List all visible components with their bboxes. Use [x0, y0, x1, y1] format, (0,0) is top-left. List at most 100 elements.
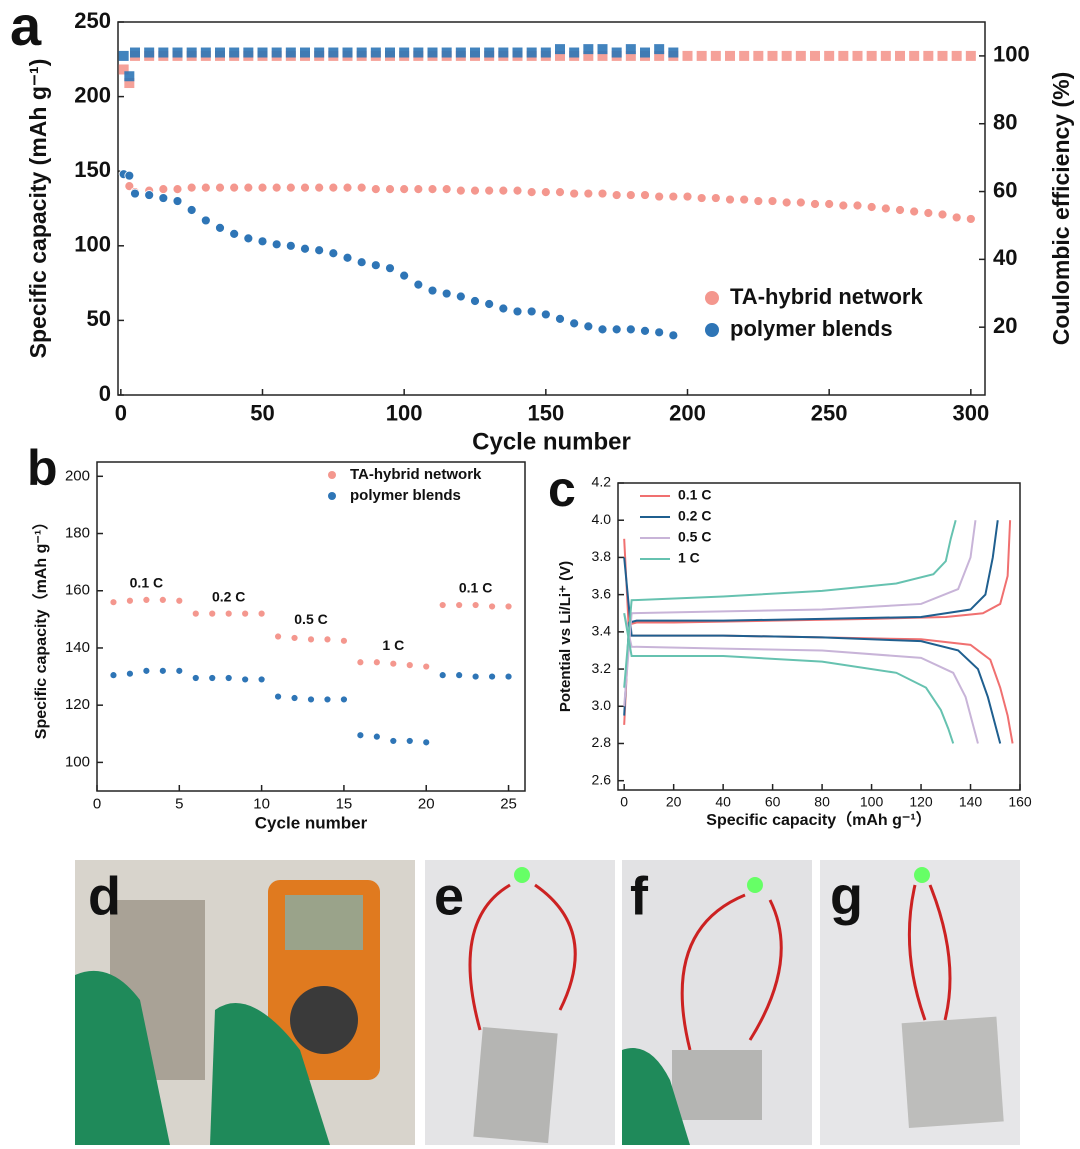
legend-marker: [328, 471, 336, 479]
capacity-point: [224, 609, 233, 618]
efficiency-point: [427, 47, 438, 58]
capacity-point: [640, 325, 650, 336]
y-tick-label: 120: [65, 696, 90, 713]
photo-f: f: [622, 860, 812, 1145]
efficiency-point: [880, 50, 891, 61]
y-tick-label: 160: [65, 582, 90, 599]
capacity-point: [569, 188, 580, 199]
capacity-point: [422, 738, 431, 747]
efficiency-point: [625, 44, 636, 55]
capacity-point: [257, 182, 268, 193]
efficiency-point: [200, 47, 211, 58]
capacity-point: [126, 669, 134, 678]
x-axis-title: Specific capacity（mAh g⁻¹）: [706, 811, 931, 829]
panel-label: a: [10, 0, 42, 57]
efficiency-point: [314, 47, 325, 58]
capacity-point: [484, 299, 495, 309]
efficiency-point: [583, 50, 594, 61]
capacity-point: [455, 601, 464, 609]
efficiency-point: [625, 50, 636, 61]
y2-tick-label: 20: [993, 313, 1017, 338]
panel-label: f: [630, 866, 649, 926]
y-tick-label: 0: [99, 381, 111, 406]
capacity-point: [470, 185, 480, 196]
capacity-point: [200, 182, 211, 193]
x-tick-label: 300: [952, 401, 989, 426]
capacity-point: [455, 185, 466, 196]
efficiency-point: [682, 50, 693, 61]
capacity-point: [126, 596, 134, 605]
capacity-point: [909, 206, 920, 217]
efficiency-point: [512, 47, 523, 58]
legend-marker: [328, 492, 336, 500]
capacity-point: [290, 694, 299, 702]
capacity-point: [484, 185, 495, 196]
capacity-point: [158, 184, 169, 195]
capacity-point: [504, 672, 513, 681]
y-tick-label: 3.0: [592, 697, 612, 713]
y-tick-label: 2.6: [592, 771, 612, 787]
charge-curve: [623, 520, 977, 707]
capacity-point: [130, 188, 140, 199]
capacity-point: [654, 191, 665, 202]
x-axis-title: Cycle number: [255, 813, 368, 832]
efficiency-point: [229, 47, 240, 58]
efficiency-point: [285, 47, 296, 58]
capacity-point: [569, 318, 580, 329]
capacity-point: [583, 321, 594, 332]
capacity-point: [274, 632, 282, 641]
photo-g: g: [820, 860, 1020, 1145]
efficiency-point: [668, 47, 679, 58]
y-tick-label: 3.8: [592, 548, 612, 564]
capacity-point: [186, 205, 197, 215]
x-tick-label: 40: [715, 793, 731, 809]
x-tick-label: 80: [814, 793, 830, 809]
capacity-point: [175, 666, 184, 675]
efficiency-point: [484, 47, 495, 58]
y-tick-label: 3.6: [592, 585, 612, 601]
capacity-point: [441, 184, 452, 195]
battery-pouch: [901, 1016, 1004, 1129]
capacity-point: [229, 182, 240, 193]
capacity-point: [597, 188, 608, 199]
capacity-point: [142, 666, 151, 675]
wire: [468, 883, 577, 1031]
efficiency-point: [555, 44, 565, 55]
panel-label: c: [548, 461, 576, 517]
capacity-point: [555, 314, 565, 324]
capacity-point: [682, 191, 693, 202]
efficiency-point: [895, 50, 905, 61]
efficiency-point: [654, 44, 665, 55]
y-tick-label: 3.4: [592, 623, 612, 639]
capacity-point: [342, 182, 353, 193]
capacity-point: [300, 182, 310, 193]
efficiency-point: [951, 50, 962, 61]
capacity-point: [172, 196, 183, 206]
rate-annotation: 0.5 C: [294, 611, 327, 627]
efficiency-point: [937, 50, 948, 61]
efficiency-point: [124, 78, 135, 89]
efficiency-point: [342, 47, 353, 58]
efficiency-point: [498, 47, 509, 58]
capacity-point: [224, 674, 233, 682]
capacity-point: [186, 182, 197, 193]
capacity-point: [471, 672, 480, 681]
efficiency-point: [118, 50, 129, 61]
rate-annotation: 0.2 C: [212, 588, 245, 604]
capacity-point: [540, 187, 551, 197]
capacity-point: [668, 330, 679, 341]
y-tick-label: 150: [74, 157, 111, 182]
capacity-point: [438, 601, 447, 609]
capacity-point: [257, 609, 266, 618]
capacity-point: [356, 257, 367, 268]
legend-label: 1 C: [678, 550, 700, 566]
efficiency-point: [118, 64, 129, 75]
capacity-point: [611, 190, 622, 200]
efficiency-point: [158, 47, 169, 58]
efficiency-point: [640, 47, 650, 58]
y2-tick-label: 40: [993, 245, 1017, 270]
capacity-point: [668, 191, 679, 202]
capacity-point: [385, 184, 395, 195]
efficiency-point: [611, 47, 622, 58]
